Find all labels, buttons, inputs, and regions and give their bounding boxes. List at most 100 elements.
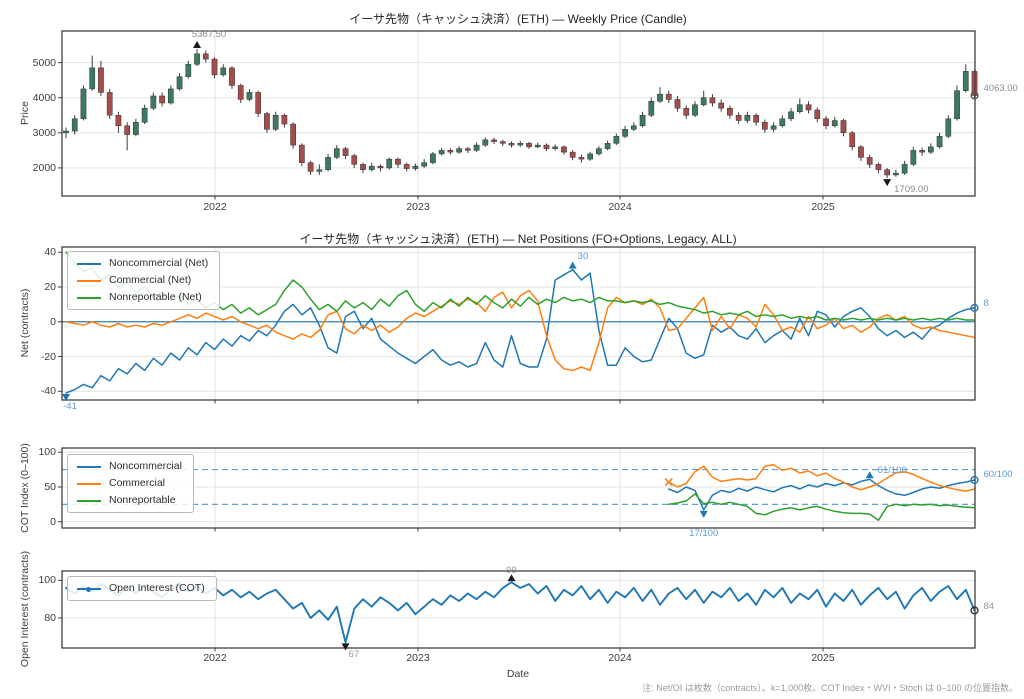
nonreportable-line-swatch <box>77 296 101 299</box>
candle <box>927 146 934 153</box>
panel-0 <box>58 30 979 200</box>
commercial-line-swatch <box>77 279 101 282</box>
noncommercial-line-swatch <box>77 465 101 468</box>
annotation-30: 30 <box>577 250 589 262</box>
candle <box>403 164 410 169</box>
candle <box>849 132 856 148</box>
legend-item-nonreportable: Nonreportable <box>77 494 182 507</box>
y-tick-label: 0 <box>50 315 56 328</box>
legend-label: Open Interest (COT) <box>109 582 205 594</box>
candle <box>962 71 969 91</box>
candle <box>464 148 471 151</box>
commercial-line-swatch <box>77 482 101 485</box>
candle <box>325 157 331 170</box>
candle <box>272 115 279 130</box>
candle <box>150 95 157 109</box>
candle <box>508 143 515 146</box>
candle <box>936 136 943 148</box>
candle <box>499 141 506 144</box>
x-tick-label: 2025 <box>811 201 835 213</box>
candle <box>718 102 725 109</box>
candle <box>106 92 113 116</box>
price-panel-title: イーサ先物（キャッシュ決済）(ETH) — Weekly Price (Cand… <box>349 12 687 26</box>
candle <box>220 67 227 76</box>
annotation-67: 67 <box>348 649 360 661</box>
candle <box>779 118 786 127</box>
candle <box>307 162 314 172</box>
candle <box>657 93 663 102</box>
candle <box>622 129 628 137</box>
candle <box>491 139 497 142</box>
candle <box>561 146 567 153</box>
candle <box>368 165 375 170</box>
candle <box>412 165 419 169</box>
candle <box>648 100 655 116</box>
candle <box>473 144 480 151</box>
candle <box>185 64 192 77</box>
legend-item-noncommercial-net: Noncommercial (Net) <box>77 257 208 270</box>
candle <box>945 118 952 137</box>
candle <box>762 122 768 130</box>
legend-item-noncommercial: Noncommercial <box>77 460 182 473</box>
candle <box>133 122 139 135</box>
y-tick-label: 4000 <box>32 91 56 104</box>
x-tick-label: 2024 <box>608 201 632 213</box>
annotation-5387.50: 5387.50 <box>191 28 227 40</box>
x-tick-label: 2023 <box>406 652 430 664</box>
candle <box>674 99 681 109</box>
candle <box>569 151 576 158</box>
net-legend: Noncommercial (Net) Commercial (Net) Non… <box>67 251 221 310</box>
y-tick-label: 2000 <box>32 161 56 174</box>
candle <box>80 88 87 120</box>
candle <box>578 157 585 160</box>
candle <box>377 165 384 169</box>
candle <box>517 143 524 146</box>
candle <box>796 104 803 112</box>
candle <box>919 150 925 153</box>
x-tick-label: 2022 <box>203 201 227 213</box>
series-Commercial (Net) <box>65 289 976 372</box>
x-tick-label: 2024 <box>608 652 632 664</box>
candle <box>342 148 349 156</box>
candle <box>281 115 288 125</box>
annotation-17/100: 17/100 <box>689 527 719 539</box>
y-tick-label: 40 <box>44 246 56 259</box>
candle <box>115 115 122 127</box>
annotation-1709.00: 1709.00 <box>894 184 929 196</box>
y-tick-label: 80 <box>44 611 56 624</box>
y-tick-label: -40 <box>40 385 56 398</box>
annotation-60/100: 60/100 <box>983 469 1013 480</box>
y-tick-label: 0 <box>50 515 56 528</box>
candle <box>901 164 908 174</box>
candle <box>884 169 891 176</box>
legend-label: Commercial (Net) <box>109 274 192 286</box>
candle <box>700 97 707 105</box>
candle <box>630 125 637 130</box>
line-marker-dot <box>86 586 91 592</box>
candle <box>421 162 428 167</box>
price-axis-label: Price <box>19 101 31 125</box>
candle <box>665 93 672 100</box>
legend-item-nonreportable-net: Nonreportable (Net) <box>77 291 208 304</box>
candle <box>290 123 296 146</box>
candle <box>316 169 323 172</box>
legend-item-commercial: Commercial <box>77 477 182 490</box>
x-tick-label: 2023 <box>406 201 430 213</box>
candle <box>438 150 445 155</box>
candle <box>840 120 847 134</box>
candle <box>124 125 130 135</box>
candle <box>351 155 358 165</box>
y-tick-label: 3000 <box>32 126 56 139</box>
cot-legend: Noncommercial Commercial Nonreportable <box>67 454 194 513</box>
x-tick-label: 2025 <box>811 652 835 664</box>
candle <box>447 150 454 153</box>
candle <box>692 104 698 116</box>
candle <box>866 157 873 165</box>
candle <box>744 115 751 121</box>
oi-axis-label: Open Interest (contracts) <box>19 550 31 668</box>
candle <box>709 97 716 104</box>
legend-item-commercial-net: Commercial (Net) <box>77 274 208 287</box>
legend-item-open-interest: Open Interest (COT) <box>77 582 205 595</box>
candle <box>141 107 148 123</box>
candle <box>71 118 78 132</box>
